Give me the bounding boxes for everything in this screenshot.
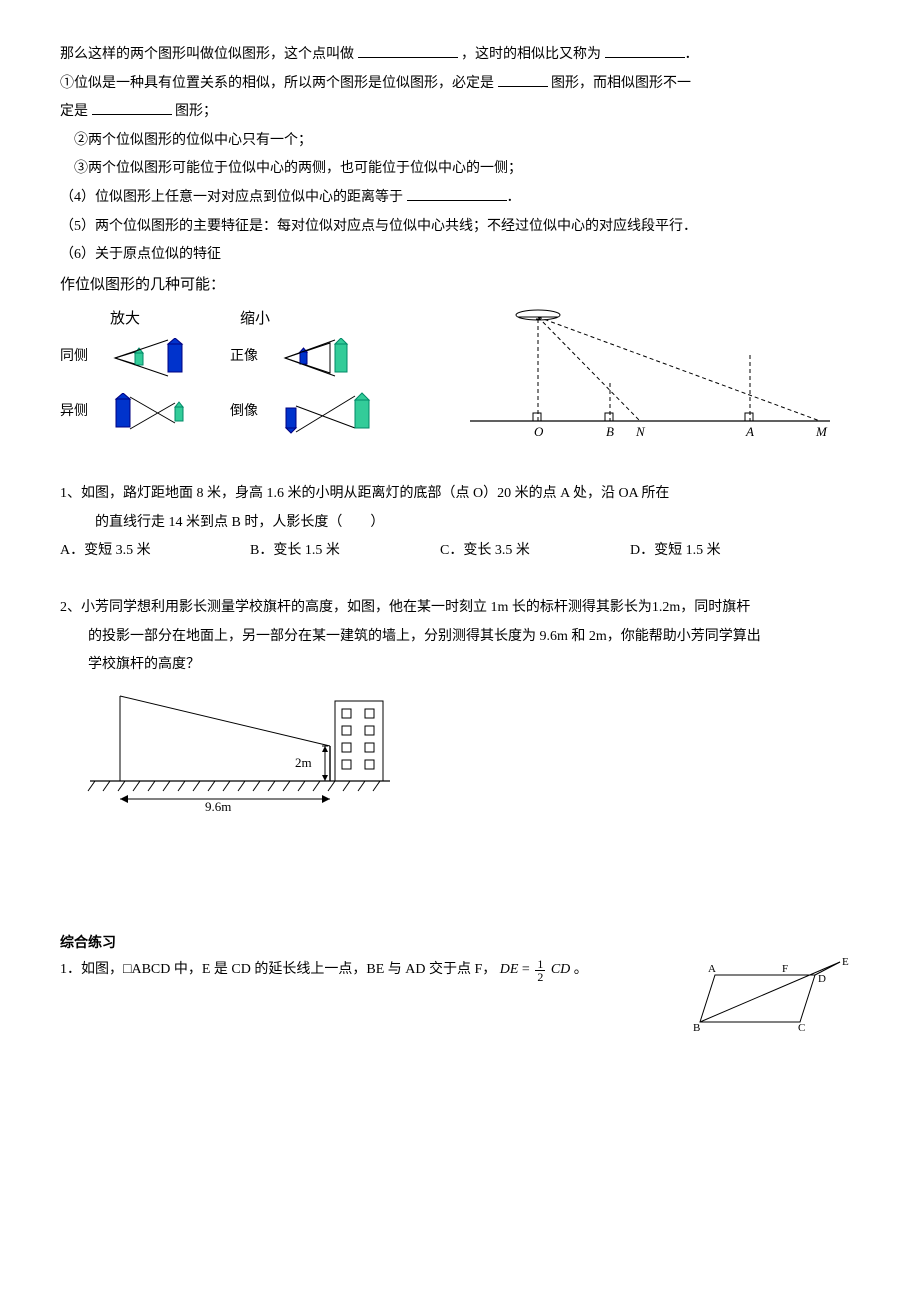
label-diff-side: 异侧: [60, 399, 110, 426]
fig-same-enlarge: [110, 338, 200, 378]
stmt1-blank1: [498, 72, 548, 87]
q1-line1: 1、如图，路灯距地面 8 米，身高 1.6 米的小明从距离灯的底部（点 O）20…: [60, 481, 860, 508]
intro-b: ，这时的相似比又称为: [461, 47, 601, 62]
qc1-fraction: 1 2: [535, 958, 545, 983]
q2-line2: 的投影一部分在地面上，另一部分在某一建筑的墙上，分别测得其长度为 9.6m 和 …: [60, 624, 860, 651]
label-2m: 2m: [295, 755, 312, 770]
svg-text:D: D: [818, 973, 826, 985]
qc1-post: 。: [574, 962, 588, 977]
hdr-possibilities: 作位似图形的几种可能：: [60, 271, 860, 300]
q-c1: 1．如图，□ABCD 中，E 是 CD 的延长线上一点，BE 与 AD 交于点 …: [60, 957, 860, 1037]
stmt-4: （4）位似图形上任意一对对应点到位似中心的距离等于 ．: [60, 185, 860, 212]
opt-c: C．变长 3.5 米: [440, 538, 630, 565]
label-9-6m: 9.6m: [205, 799, 231, 811]
q1-options: A．变短 3.5 米 B．变长 1.5 米 C．变长 3.5 米 D．变短 1.…: [60, 538, 860, 565]
stmt-3: ③两个位似图形可能位于位似中心的两侧，也可能位于位似中心的一侧；: [60, 156, 860, 183]
parallelogram-diagram: A F E D B C: [690, 957, 860, 1037]
svg-text:M: M: [815, 424, 828, 439]
intro-line: 那么这样的两个图形叫做位似图形，这个点叫做 ，这时的相似比又称为 ．: [60, 42, 860, 69]
svg-text:B: B: [693, 1022, 700, 1034]
blank-1: [358, 43, 458, 58]
stmt4-blank: [407, 186, 507, 201]
lamp-diagram: O B N A M: [460, 301, 840, 451]
label-upright: 正像: [230, 344, 280, 371]
stmt-5: （5）两个位似图形的主要特征是：每对位似对应点与位似中心共线；不经过位似中心的对…: [60, 214, 860, 241]
q2-line1: 2、小芳同学想利用影长测量学校旗杆的高度，如图，他在某一时刻立 1m 长的标杆测…: [60, 595, 860, 622]
stmt-6: （6）关于原点位似的特征: [60, 242, 860, 269]
q2-line3: 学校旗杆的高度？: [60, 652, 860, 679]
q1-line2: 的直线行走 14 米到点 B 时，人影长度（ ）: [60, 510, 860, 537]
label-same-side: 同侧: [60, 344, 110, 371]
stmt4-a: （4）位似图形上任意一对对应点到位似中心的距离等于: [60, 190, 403, 205]
svg-text:B: B: [606, 424, 614, 439]
stmt1-b: 图形，而相似图形不一: [551, 76, 691, 91]
fig-inverted-shrink: [280, 392, 390, 434]
blank-2: [605, 43, 685, 58]
stmt1-d: 图形；: [175, 104, 217, 119]
fig-diff-enlarge: [110, 393, 210, 433]
opt-b: B．变长 1.5 米: [250, 538, 440, 565]
qc1-rhs: CD: [551, 962, 570, 977]
stmt1-c: 定是: [60, 104, 88, 119]
stmt1-blank2: [92, 100, 172, 115]
opt-a: A．变短 3.5 米: [60, 538, 250, 565]
svg-text:C: C: [798, 1022, 805, 1034]
svg-text:A: A: [708, 963, 716, 975]
svg-text:E: E: [842, 957, 849, 968]
comprehensive-header: 综合练习: [60, 931, 860, 958]
frac-num: 1: [535, 958, 545, 971]
fig-upright-shrink: [280, 338, 370, 378]
svg-text:A: A: [745, 424, 754, 439]
stmt-1-cont: 定是 图形；: [60, 99, 860, 126]
opt-d: D．变短 1.5 米: [630, 538, 820, 565]
label-shrink: 缩小: [240, 305, 300, 334]
flagpole-diagram: 2m 9.6m: [80, 681, 400, 811]
stmt-1: ①位似是一种具有位置关系的相似，所以两个图形是位似图形，必定是 图形，而相似图形…: [60, 71, 860, 98]
svg-text:O: O: [534, 424, 544, 439]
svg-text:N: N: [635, 424, 646, 439]
label-inverted: 倒像: [230, 399, 280, 426]
qc1-eq: =: [522, 962, 533, 977]
stmt-2: ②两个位似图形的位似中心只有一个；: [60, 128, 860, 155]
stmt1-a: ①位似是一种具有位置关系的相似，所以两个图形是位似图形，必定是: [60, 76, 494, 91]
homothety-figures: 放大 缩小 同侧 正像: [60, 301, 440, 438]
label-enlarge: 放大: [110, 305, 170, 334]
qc1-pre: 1．如图，□ABCD 中，E 是 CD 的延长线上一点，BE 与 AD 交于点 …: [60, 962, 496, 977]
svg-text:F: F: [782, 963, 788, 975]
frac-den: 2: [535, 971, 545, 983]
intro-a: 那么这样的两个图形叫做位似图形，这个点叫做: [60, 47, 354, 62]
qc1-lhs: DE: [500, 962, 519, 977]
